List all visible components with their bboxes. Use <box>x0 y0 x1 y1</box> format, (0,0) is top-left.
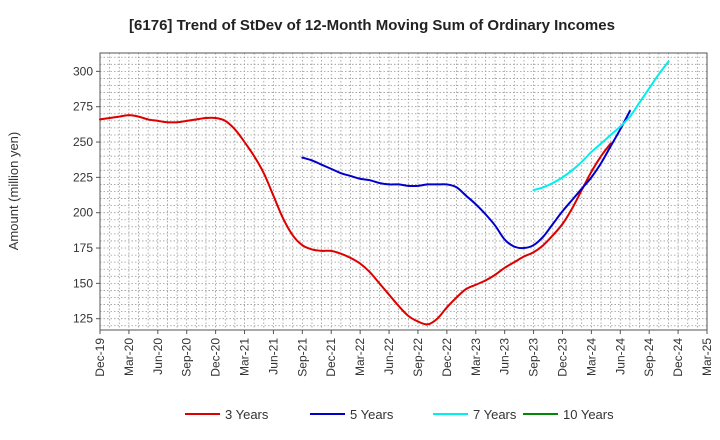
y-tick-label: 275 <box>73 100 93 114</box>
grid-layer <box>100 53 707 330</box>
y-tick-label: 200 <box>73 206 93 220</box>
x-tick-label: Dec-23 <box>555 338 569 377</box>
x-tick-label: Mar-21 <box>238 338 252 376</box>
series-line-7-years <box>532 60 670 192</box>
y-axis: 125 150 175 200 225 250 275 300 <box>73 64 100 326</box>
legend: 3 Years 5 Years 7 Years 10 Years <box>185 407 614 422</box>
y-tick-label: 300 <box>73 64 93 78</box>
x-tick-label: Mar-24 <box>584 338 598 376</box>
y-tick-label: 150 <box>73 276 93 290</box>
series-line-5-years <box>301 109 631 250</box>
x-tick-label: Mar-22 <box>353 338 367 376</box>
y-tick-label: 175 <box>73 241 93 255</box>
plot-frame <box>99 52 708 331</box>
x-tick-label: Sep-20 <box>180 338 194 377</box>
chart-title: [6176] Trend of StDev of 12-Month Moving… <box>129 17 615 34</box>
legend-label: 5 Years <box>350 407 394 422</box>
legend-label: 10 Years <box>563 407 614 422</box>
series-line-3-years <box>99 114 612 326</box>
legend-label: 3 Years <box>225 407 269 422</box>
series-layer <box>99 60 670 326</box>
plot-area <box>100 53 707 330</box>
x-tick-label: Dec-21 <box>324 338 338 377</box>
x-tick-label: Jun-24 <box>613 338 627 375</box>
x-tick-label: Sep-21 <box>295 338 309 377</box>
x-tick-label: Dec-24 <box>671 338 685 377</box>
x-tick-label: Sep-24 <box>642 338 656 377</box>
x-tick-label: Dec-20 <box>209 338 223 377</box>
y-axis-label: Amount (million yen) <box>6 132 21 251</box>
x-tick-label: Jun-21 <box>266 338 280 375</box>
x-tick-label: Sep-22 <box>411 338 425 377</box>
x-tick-label: Mar-20 <box>122 338 136 376</box>
x-tick-label: Jun-22 <box>382 338 396 375</box>
x-tick-label: Mar-25 <box>700 338 714 376</box>
x-tick-label: Dec-22 <box>440 338 454 377</box>
y-tick-label: 225 <box>73 170 93 184</box>
y-tick-label: 250 <box>73 135 93 149</box>
x-axis: Dec-19 Mar-20 Jun-20 Sep-20 Dec-20 Mar-21 Jun-… <box>93 330 714 377</box>
x-tick-label: Sep-23 <box>527 338 541 377</box>
x-tick-label: Jun-20 <box>151 338 165 375</box>
y-tick-label: 125 <box>73 312 93 326</box>
x-tick-label: Mar-23 <box>469 338 483 376</box>
x-tick-label: Dec-19 <box>93 338 107 377</box>
legend-label: 7 Years <box>473 407 517 422</box>
x-tick-label: Jun-23 <box>498 338 512 375</box>
